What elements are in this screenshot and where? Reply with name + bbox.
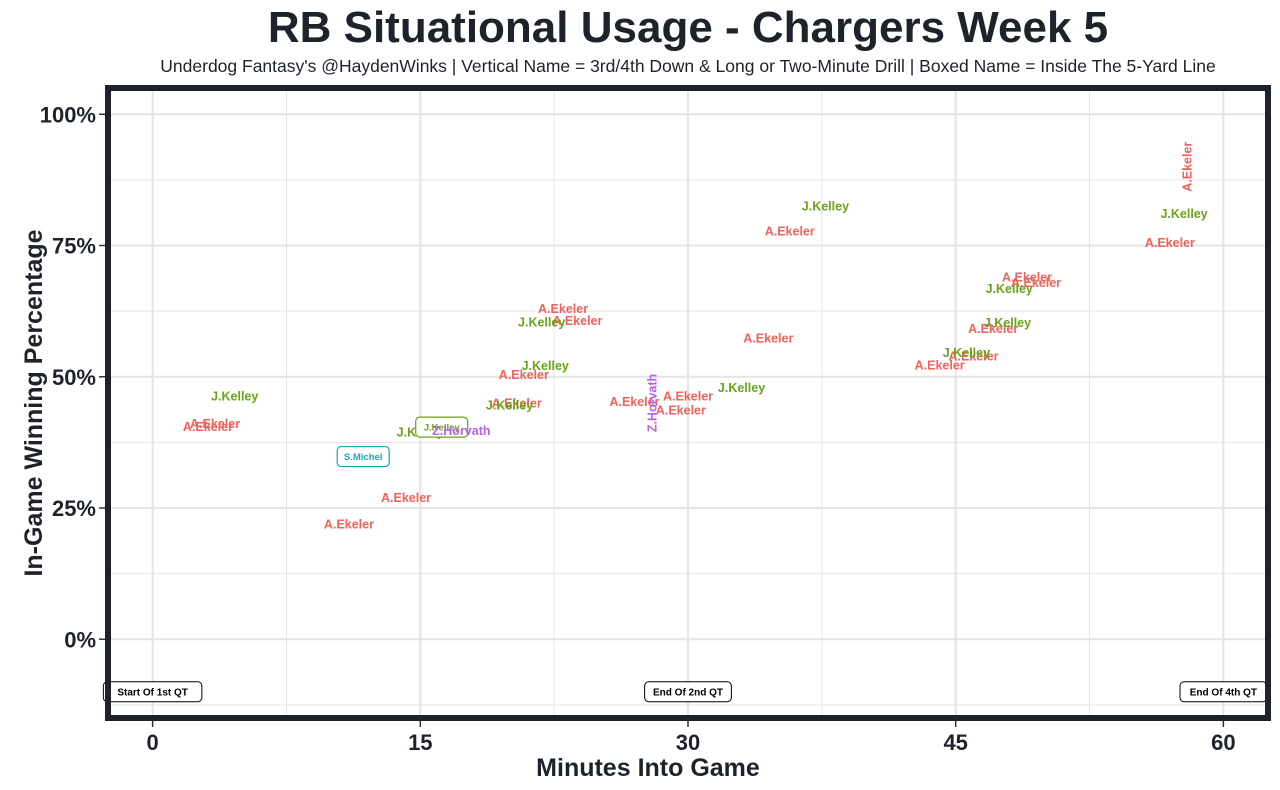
point-label-a-ekeler: A.Ekeler [1145,236,1195,250]
point-label-j-kelley: J.Kelley [522,359,569,373]
point-label-a-ekeler: A.Ekeler [1002,271,1052,285]
point-label-a-ekeler: A.Ekeler [538,302,588,316]
point-label-a-ekeler: A.Ekeler [765,224,815,238]
plot-frame [105,85,1271,721]
y-tick-label: 25% [52,496,96,521]
point-label-a-ekeler: A.Ekeler [381,491,431,505]
point-label-j-kelley: J.Kelley [1160,207,1207,221]
quarter-marker-box [644,681,732,703]
point-label-a-ekeler-vertical: A.Ekeler [1181,142,1195,192]
point-label-j-kelley: J.Kelley [518,316,565,330]
point-label-j-kelley: J.Kelley [211,390,258,404]
quarter-marker-label: End Of 2nd QT [653,687,723,698]
point-label-z-horvath: Z.Horvath [432,424,490,438]
quarter-marker: End Of 2nd QT [644,681,732,703]
x-tick-label: 45 [943,730,967,755]
point-label-j-kelley: J.Kelley [943,346,990,360]
y-tick-label: 50% [52,365,96,390]
point-label-j-kelley: J.Kelley [718,381,765,395]
point-label-a-ekeler: A.Ekeler [743,331,793,345]
point-label-a-ekeler: A.Ekeler [190,417,240,431]
point-box [415,416,469,438]
point-label-a-ekeler: A.Ekeler [1011,276,1061,290]
y-tick-label: 75% [52,234,96,259]
point-label-j-kelley: J.Kelley [486,399,533,413]
quarter-marker-label: End Of 4th QT [1190,687,1257,698]
point-label-a-ekeler: A.Ekeler [949,349,999,363]
point-label-j-kelley: J.Kelley [986,282,1033,296]
point-label-a-ekeler: A.Ekeler [552,314,602,328]
y-axis-title: In-Game Winning Percentage [20,229,48,576]
x-tick-label: 15 [408,730,432,755]
point-label-a-ekeler: A.Ekeler [663,390,713,404]
axis-layer: 0 15 30 45 60 0% 25% 50% 75% 100% [40,102,1236,755]
x-axis-title: Minutes Into Game [536,754,760,782]
point-label-a-ekeler: A.Ekeler [609,395,659,409]
marks-layer: A.EkelerA.EkelerA.EkelerA.EkelerA.Ekeler… [102,142,1268,703]
y-tick-label: 100% [40,102,96,127]
x-tick-label: 0 [146,730,158,755]
point-label-j-kelley-boxed: J.Kelley [415,416,469,438]
point-label-a-ekeler: A.Ekeler [492,397,542,411]
y-tick-label: 0% [64,627,96,652]
chart-title: RB Situational Usage - Chargers Week 5 [267,3,1109,52]
point-label-a-ekeler: A.Ekeler [499,368,549,382]
point-label-a-ekeler: A.Ekeler [915,359,965,373]
x-tick-label: 60 [1211,730,1235,755]
point-box-text: J.Kelley [424,423,461,434]
point-label-s-michel-boxed: S.Michel [336,445,390,468]
quarter-marker: End Of 4th QT [1179,681,1268,703]
chart-subtitle: Underdog Fantasy's @HaydenWinks | Vertic… [160,56,1216,76]
point-label-a-ekeler: A.Ekeler [656,403,706,417]
grid-layer [108,88,1268,718]
point-label-a-ekeler: A.Ekeler [183,420,233,434]
point-label-a-ekeler: A.Ekeler [324,517,374,531]
point-box-text: S.Michel [344,452,383,463]
quarter-marker: Start Of 1st QT [102,681,203,703]
point-label-z-horvath-vertical: Z.Horvath [645,374,659,432]
point-label-a-ekeler: A.Ekeler [968,322,1018,336]
quarter-marker-box [102,681,203,703]
x-tick-label: 30 [676,730,700,755]
quarter-marker-label: Start Of 1st QT [117,687,188,698]
point-label-j-kelley: J.Kelley [802,200,849,214]
point-label-j-kelley: J.Kelley [984,316,1031,330]
point-box [336,445,390,468]
